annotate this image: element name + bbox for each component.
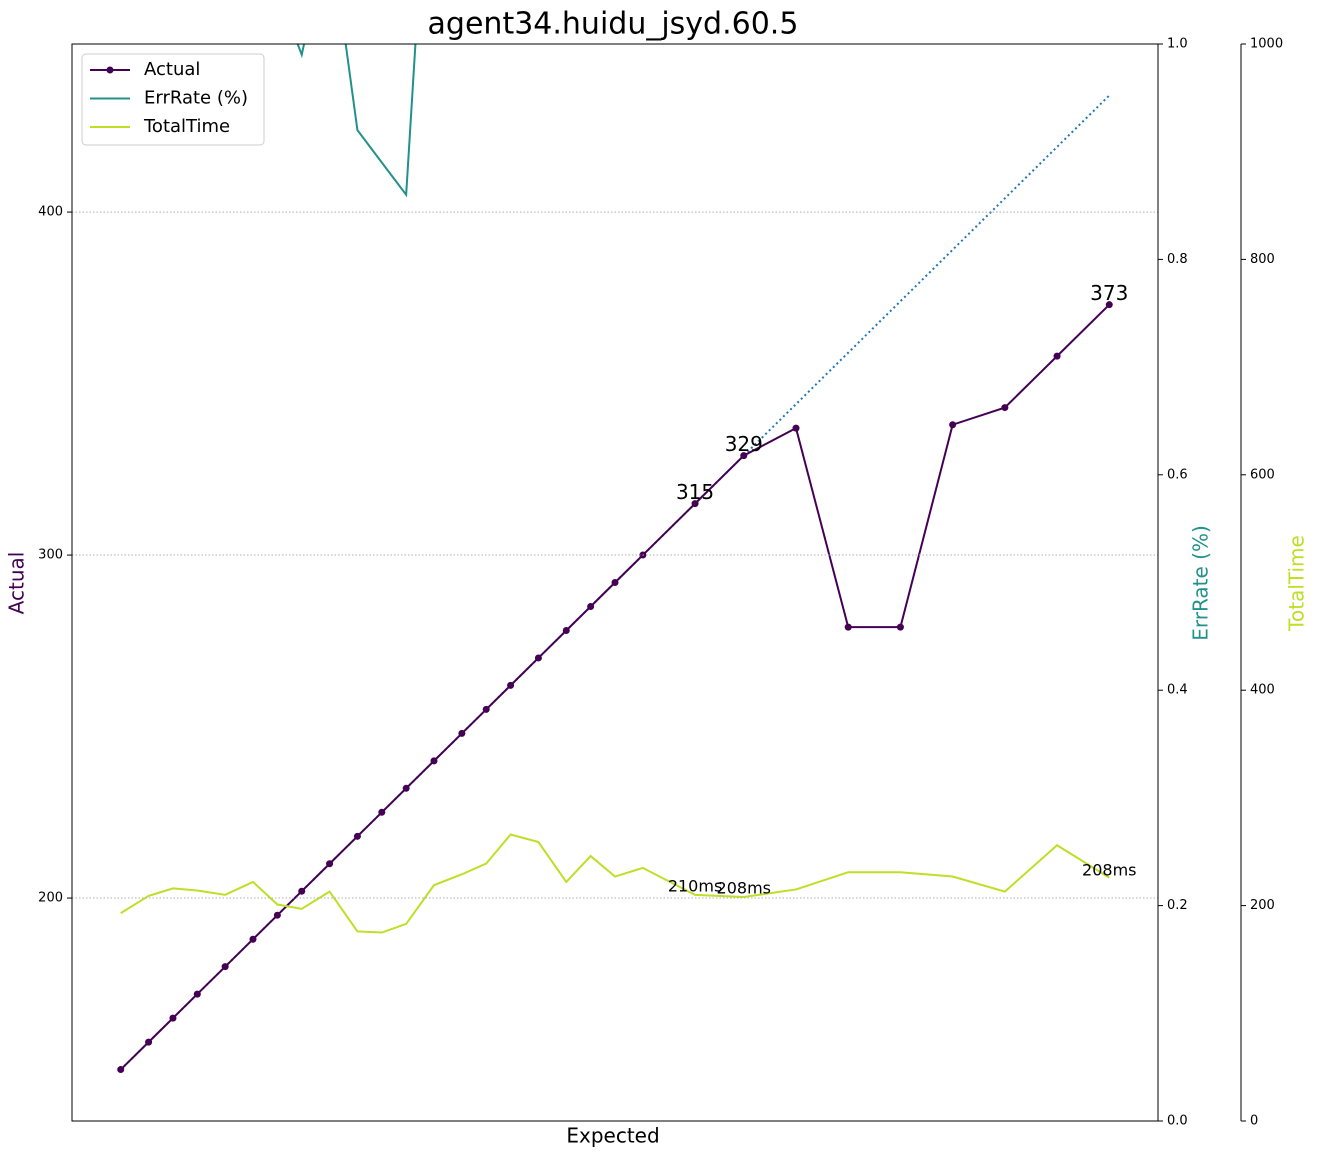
data-point [896, 623, 904, 631]
data-point [482, 705, 490, 713]
data-point [844, 623, 852, 631]
tick-label: 0.8 [1167, 252, 1188, 267]
data-label: 373 [1090, 281, 1128, 305]
tick-label: 800 [1250, 252, 1275, 267]
legend-box [81, 53, 265, 146]
series-line [120, 303, 1110, 1071]
tick-label: 600 [1250, 467, 1275, 482]
tick-label: 1000 [1250, 37, 1283, 52]
series-layer [117, 44, 1113, 1074]
series-line [120, 833, 1110, 934]
annotation: 208ms [1082, 861, 1136, 880]
legend-label: ErrRate (%) [144, 88, 248, 109]
tick-label: 1.0 [1167, 37, 1188, 52]
y2-axis-label: ErrRate (%) [1189, 525, 1213, 641]
data-label: 208ms [717, 878, 771, 897]
legend-marker [106, 66, 114, 74]
tick-label: 200 [1250, 898, 1275, 913]
data-point [740, 452, 748, 460]
data-point [145, 1038, 153, 1046]
data-point [221, 963, 229, 971]
data-point [193, 990, 201, 998]
data-point [587, 603, 595, 611]
data-point [458, 729, 466, 737]
data-point [169, 1014, 177, 1022]
data-point [1053, 352, 1061, 360]
data-point [611, 579, 619, 586]
tick-label: 0.0 [1167, 1114, 1188, 1129]
legend-label: Actual [144, 59, 200, 80]
tick-label: 300 [38, 548, 63, 563]
plot-area [117, 44, 1113, 1074]
y3-axis-label: TotalTime [1285, 535, 1309, 632]
legend-label: TotalTime [143, 116, 230, 137]
data-point [298, 887, 306, 895]
data-point [378, 808, 386, 816]
data-point [562, 627, 570, 635]
data-point [792, 424, 800, 432]
data-point [1001, 404, 1009, 412]
tick-label: 0 [1250, 1114, 1258, 1129]
tick-label: 400 [38, 205, 63, 220]
data-point [326, 860, 334, 868]
data-point [949, 421, 957, 429]
chart-title: agent34.huidu_jsyd.60.5 [428, 7, 799, 42]
data-point [249, 935, 257, 943]
tick-label: 200 [38, 891, 63, 906]
data-point [534, 654, 542, 662]
data-point [117, 1066, 125, 1074]
data-point [353, 832, 361, 840]
data-point [402, 784, 410, 792]
tick-label: 400 [1250, 683, 1275, 698]
plot-frame [71, 43, 1159, 1122]
data-point [273, 911, 281, 919]
data-label: 315 [676, 480, 714, 504]
tick-label: 0.2 [1167, 898, 1188, 913]
data-point [1105, 301, 1113, 309]
x-axis-label: Expected [566, 1124, 659, 1148]
data-point [691, 500, 699, 508]
data-label: 329 [725, 432, 763, 456]
data-point [507, 681, 515, 689]
data-point [430, 757, 438, 765]
tick-label: 0.4 [1167, 683, 1188, 698]
y-axis-label: Actual [5, 552, 29, 615]
tick-label: 0.6 [1167, 467, 1188, 482]
data-label: 210ms [668, 876, 722, 895]
